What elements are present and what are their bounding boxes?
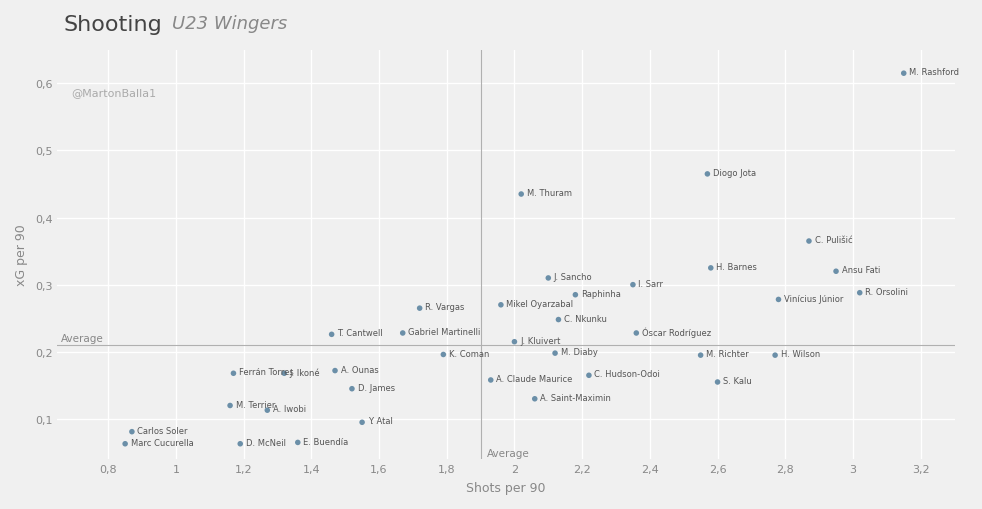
Point: [540, 274, 556, 282]
Text: A. Saint-Maximin: A. Saint-Maximin: [540, 393, 611, 402]
Point: [568, 291, 583, 299]
Point: [703, 264, 719, 272]
Text: M. Rashford: M. Rashford: [909, 68, 959, 77]
Point: [626, 281, 641, 289]
Point: [117, 440, 133, 448]
Point: [411, 304, 427, 313]
Text: D. James: D. James: [357, 383, 395, 392]
Point: [324, 331, 340, 339]
Text: T. Cantwell: T. Cantwell: [337, 329, 383, 338]
Text: D. McNeil: D. McNeil: [246, 438, 286, 447]
Text: S. Kalu: S. Kalu: [723, 376, 752, 385]
Text: Óscar Rodríguez: Óscar Rodríguez: [642, 327, 711, 337]
Text: I. Sarr: I. Sarr: [638, 279, 664, 288]
X-axis label: Shots per 90: Shots per 90: [466, 481, 546, 494]
Text: A. Iwobi: A. Iwobi: [273, 405, 306, 413]
Text: M. Terrier: M. Terrier: [236, 400, 275, 409]
Point: [771, 296, 787, 304]
Point: [896, 70, 911, 78]
Text: Average: Average: [487, 448, 530, 458]
Point: [851, 289, 867, 297]
Text: @MartonBalla1: @MartonBalla1: [71, 88, 156, 97]
Text: U23 Wingers: U23 Wingers: [172, 15, 287, 33]
Text: Ansu Fati: Ansu Fati: [842, 266, 880, 275]
Text: E. Buendía: E. Buendía: [303, 437, 349, 446]
Text: Y. Atal: Y. Atal: [367, 416, 393, 426]
Point: [355, 418, 370, 427]
Point: [699, 171, 715, 179]
Text: K. Coman: K. Coman: [449, 349, 489, 358]
Point: [222, 402, 238, 410]
Point: [527, 395, 543, 403]
Point: [514, 190, 529, 199]
Point: [692, 351, 708, 359]
Text: C. Pulišić: C. Pulišić: [814, 236, 852, 245]
Text: R. Orsolini: R. Orsolini: [865, 287, 908, 296]
Point: [801, 238, 817, 246]
Text: Diogo Jota: Diogo Jota: [713, 168, 756, 178]
Text: A. Ounas: A. Ounas: [341, 365, 378, 374]
Text: M. Richter: M. Richter: [706, 350, 749, 358]
Point: [628, 329, 644, 337]
Text: Average: Average: [61, 333, 103, 344]
Point: [493, 301, 509, 309]
Point: [327, 367, 343, 375]
Point: [828, 268, 844, 276]
Point: [483, 376, 499, 384]
Text: C. Nkunku: C. Nkunku: [564, 314, 607, 323]
Text: Shooting: Shooting: [64, 15, 163, 35]
Text: J. Sancho: J. Sancho: [554, 272, 592, 281]
Point: [507, 338, 522, 346]
Text: J. Ikoné: J. Ikoné: [290, 367, 320, 377]
Point: [124, 428, 139, 436]
Point: [344, 385, 359, 393]
Text: Vinícius Júnior: Vinícius Júnior: [784, 294, 844, 303]
Point: [547, 349, 563, 357]
Text: Raphinha: Raphinha: [581, 289, 621, 298]
Point: [233, 440, 248, 448]
Point: [259, 406, 275, 414]
Text: Carlos Soler: Carlos Soler: [137, 426, 188, 435]
Y-axis label: xG per 90: xG per 90: [15, 224, 28, 286]
Point: [395, 329, 410, 337]
Text: Marc Cucurella: Marc Cucurella: [131, 438, 193, 447]
Text: M. Thuram: M. Thuram: [526, 189, 572, 198]
Text: M. Diaby: M. Diaby: [561, 348, 597, 356]
Text: J. Kluivert: J. Kluivert: [520, 336, 561, 345]
Point: [435, 351, 451, 359]
Point: [290, 438, 305, 446]
Point: [710, 378, 726, 386]
Point: [276, 370, 292, 378]
Text: H. Wilson: H. Wilson: [781, 350, 820, 358]
Text: H. Barnes: H. Barnes: [716, 263, 757, 271]
Point: [767, 351, 783, 359]
Text: C. Hudson-Odoi: C. Hudson-Odoi: [594, 370, 660, 379]
Text: R. Vargas: R. Vargas: [425, 303, 464, 312]
Text: Mikel Oyarzabal: Mikel Oyarzabal: [507, 299, 573, 308]
Point: [581, 372, 597, 380]
Text: A. Claude Maurice: A. Claude Maurice: [496, 374, 573, 383]
Text: Ferrán Torres: Ferrán Torres: [239, 367, 294, 377]
Point: [551, 316, 567, 324]
Text: Gabriel Martinelli: Gabriel Martinelli: [409, 327, 480, 336]
Point: [226, 370, 242, 378]
